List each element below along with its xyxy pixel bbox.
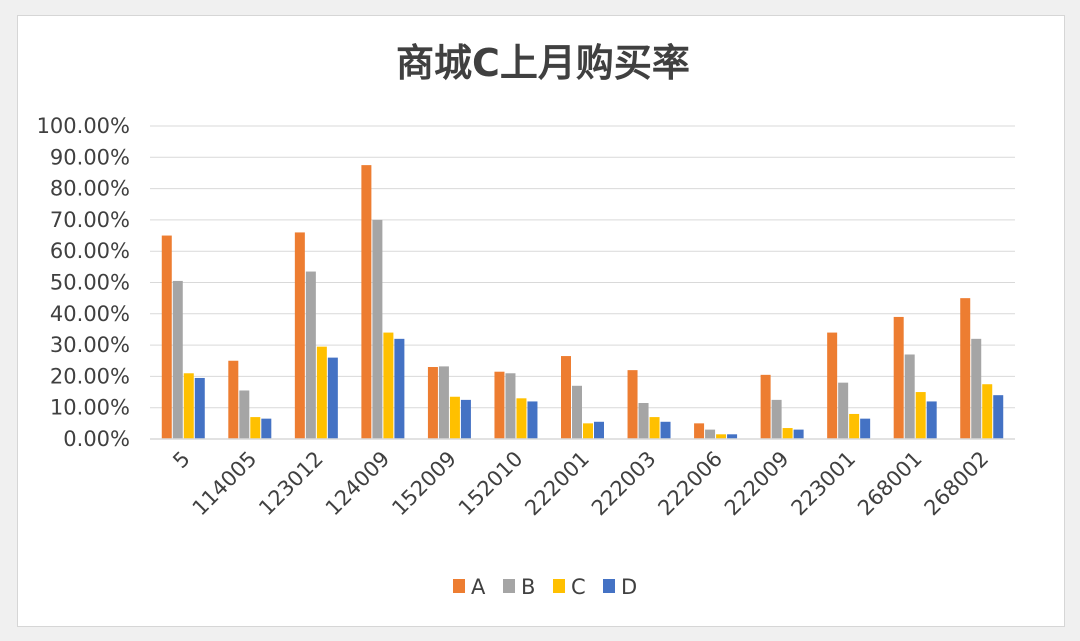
bar-D-5 — [194, 377, 205, 439]
chart-title: 商城C上月购买率 — [396, 41, 690, 85]
gridlines — [150, 125, 1015, 409]
y-tick-label: 100.00% — [37, 114, 130, 138]
legend-label-A: A — [471, 575, 486, 599]
y-tick-label: 70.00% — [50, 208, 130, 232]
bar-B-222001 — [572, 385, 582, 439]
x-tick-label: 152010 — [454, 447, 528, 521]
legend-swatch-D — [603, 579, 615, 593]
chart-frame — [17, 15, 1065, 627]
y-tick-label: 40.00% — [50, 302, 130, 326]
y-tick-label: 80.00% — [50, 177, 130, 201]
bar-B-222006 — [705, 429, 716, 439]
bar-C-222009 — [782, 428, 793, 439]
bar-D-222009 — [793, 429, 804, 439]
x-tick-label: 222006 — [653, 447, 727, 521]
bar-A-268001 — [893, 316, 904, 439]
y-tick-label: 60.00% — [50, 239, 130, 263]
legend-label-D: D — [621, 575, 637, 599]
bar-A-123012 — [294, 232, 305, 439]
bar-C-268002 — [982, 384, 993, 439]
legend-swatch-B — [503, 579, 515, 593]
bar-D-223001 — [860, 418, 871, 439]
bar-D-222003 — [660, 421, 671, 439]
x-tick-label: 114005 — [188, 447, 262, 521]
y-tick-label: 50.00% — [50, 271, 130, 295]
bar-B-123012 — [305, 271, 316, 439]
x-tick-label: 222001 — [520, 447, 594, 521]
x-tick-label: 123012 — [254, 447, 328, 521]
x-tick-label: 223001 — [787, 447, 861, 521]
bar-B-152010 — [505, 373, 516, 439]
bar-A-114005 — [228, 360, 239, 439]
x-tick-label: 124009 — [321, 447, 395, 521]
bar-A-222001 — [561, 356, 571, 439]
bar-D-222006 — [727, 434, 738, 439]
bar-C-152010 — [516, 398, 527, 439]
bar-A-222003 — [627, 370, 638, 439]
x-tick-label: 222003 — [587, 447, 661, 521]
bar-D-123012 — [327, 357, 338, 439]
legend: A B C D — [453, 575, 637, 599]
legend-swatch-C — [553, 579, 565, 593]
y-axis-ticks: 0.00% 10.00% 20.00% 30.00% 40.00% 50.00% 60.00… — [37, 114, 130, 451]
y-tick-label: 90.00% — [50, 145, 130, 169]
bar-C-222001 — [583, 423, 593, 439]
bar-D-114005 — [261, 418, 272, 439]
y-tick-label: 20.00% — [50, 364, 130, 388]
bar-A-124009 — [361, 165, 372, 439]
bar-A-152010 — [494, 371, 505, 439]
x-tick-label: 152009 — [387, 447, 461, 521]
bar-C-114005 — [250, 417, 261, 439]
bar-C-222003 — [649, 417, 660, 439]
x-tick-label: 268002 — [920, 447, 994, 521]
bar-B-124009 — [372, 219, 383, 439]
x-tick-label: 268001 — [853, 447, 927, 521]
bar-B-268001 — [904, 354, 915, 439]
bar-C-124009 — [383, 332, 394, 439]
bar-D-124009 — [394, 338, 405, 439]
bar-B-223001 — [838, 382, 849, 439]
y-tick-label: 10.00% — [50, 396, 130, 420]
bar-C-123012 — [316, 346, 327, 439]
bar-B-268002 — [971, 338, 982, 439]
bar-B-5 — [172, 280, 183, 439]
bars — [161, 165, 1004, 439]
bar-D-152010 — [527, 401, 538, 439]
y-tick-label: 0.00% — [63, 427, 130, 451]
bar-A-223001 — [827, 332, 838, 439]
bar-D-152009 — [460, 399, 471, 439]
bar-B-222003 — [638, 403, 649, 439]
bar-C-222006 — [716, 434, 727, 439]
legend-label-B: B — [521, 575, 535, 599]
x-tick-label: 222009 — [720, 447, 794, 521]
bar-C-5 — [183, 373, 194, 439]
bar-C-223001 — [849, 413, 860, 439]
legend-label-C: C — [571, 575, 586, 599]
bar-A-268002 — [960, 298, 971, 439]
bar-C-152009 — [449, 396, 460, 439]
legend-swatch-A — [453, 579, 465, 593]
bar-A-222009 — [760, 374, 771, 439]
bar-D-268001 — [926, 401, 937, 439]
bar-B-222009 — [771, 399, 782, 439]
x-axis-ticks: 5114005123012124009152009152010222001222… — [168, 447, 993, 521]
bar-B-114005 — [239, 390, 250, 439]
bar-A-5 — [161, 235, 172, 439]
bar-B-152009 — [438, 366, 449, 439]
x-tick-label: 5 — [168, 447, 194, 473]
bar-D-222001 — [594, 421, 604, 439]
bar-D-268002 — [993, 395, 1004, 439]
bar-A-152009 — [427, 367, 438, 439]
y-tick-label: 30.00% — [50, 333, 130, 357]
bar-A-222006 — [694, 423, 705, 439]
bar-C-268001 — [915, 392, 926, 439]
